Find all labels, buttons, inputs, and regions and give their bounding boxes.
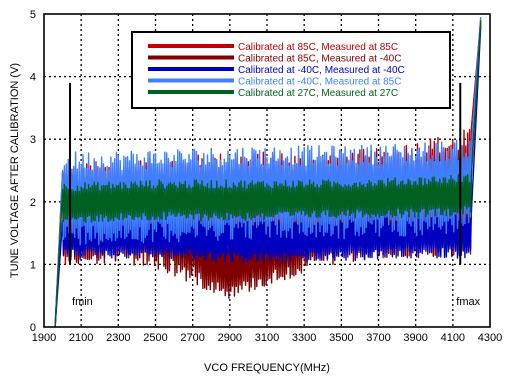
legend-label: Calibrated at 85C, Measured at -40C [238, 54, 401, 65]
annotation-label: fmin [72, 296, 93, 308]
x-axis-title: VCO FREQUENCY(MHz) [204, 362, 330, 374]
x-tick-label: 2700 [180, 332, 204, 344]
annotations: fmin fmax [69, 82, 481, 308]
x-tick-label: 3700 [366, 332, 390, 344]
x-tick-label: 3100 [255, 332, 279, 344]
legend-label: Calibrated at 85C, Measured at 85C [238, 42, 398, 53]
x-tick-label: 3500 [329, 332, 353, 344]
y-tick-label: 3 [30, 134, 36, 146]
series-layer [54, 17, 482, 328]
y-tick-label: 4 [30, 72, 36, 84]
x-tick-label: 3300 [292, 332, 316, 344]
x-tick-label: 2300 [106, 332, 130, 344]
series-line [54, 26, 482, 328]
plot-frame [43, 13, 491, 328]
x-tick-label: 4300 [478, 332, 502, 344]
legend-label: Calibrated at -40C, Measured at -40C [238, 65, 405, 76]
x-tick-label: 2900 [218, 332, 242, 344]
legend-label: Calibrated at 27C, Measured at 27C [238, 88, 398, 99]
x-tick-label: 1900 [32, 332, 56, 344]
y-tick-label: 5 [30, 9, 36, 21]
x-tick-label: 2100 [69, 332, 93, 344]
annotation-label: fmax [456, 296, 480, 308]
y-tick-label: 2 [30, 197, 36, 209]
tick-labels: 1900 2100 2300 2500 2700 2900 3100 3300 3500 3700… [30, 9, 502, 344]
y-tick-label: 0 [30, 322, 36, 334]
y-axis-title: TUNE VOLTAGE AFTER CALIBRATION (V) [9, 63, 21, 278]
x-tick-label: 4100 [441, 332, 465, 344]
x-tick-label: 3900 [403, 332, 427, 344]
x-tick-label: 2500 [143, 332, 167, 344]
legend-label: Calibrated at -40C, Measured at 85C [238, 77, 401, 88]
y-tick-label: 1 [30, 259, 36, 271]
series-line [54, 20, 482, 328]
legend: Calibrated at 85C, Measured at 85CCalibr… [131, 31, 451, 109]
